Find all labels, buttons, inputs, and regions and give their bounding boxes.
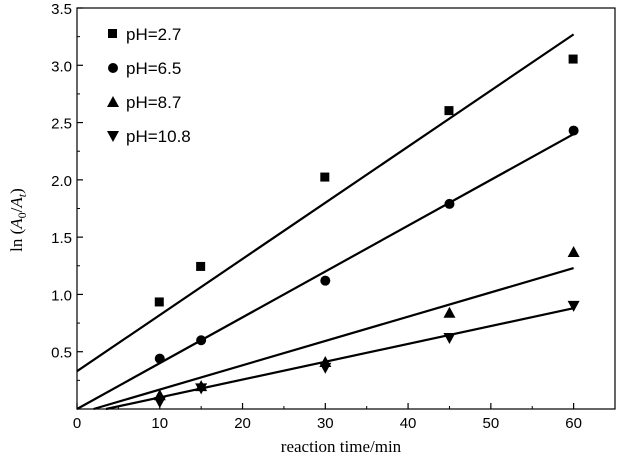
y-tick-label: 1.5 bbox=[51, 230, 72, 247]
y-tick-label: 0.5 bbox=[51, 345, 72, 362]
x-tick-label: 20 bbox=[234, 415, 251, 432]
data-point bbox=[319, 362, 332, 374]
data-point bbox=[568, 54, 578, 64]
data-point bbox=[568, 125, 579, 136]
data-point bbox=[320, 275, 331, 286]
data-point bbox=[154, 353, 165, 364]
fit-line bbox=[76, 33, 575, 373]
fit-lines bbox=[76, 33, 575, 411]
y-axis-title-suffix: ) bbox=[7, 188, 26, 194]
y-axis-title-slash: / bbox=[7, 207, 26, 212]
legend-marker bbox=[107, 131, 119, 142]
y-tick-label: 3.0 bbox=[51, 58, 72, 75]
fit-line bbox=[105, 307, 574, 411]
legend-marker bbox=[108, 63, 118, 73]
axis-ticks: 0 10 20 30 40 50 60 0.5 1.0 1.5 2.0 2.5 3.0 3.5 bbox=[51, 1, 616, 432]
x-tick-label: 30 bbox=[317, 415, 334, 432]
legend-marker bbox=[107, 96, 119, 107]
y-axis-title-a0: A bbox=[7, 218, 26, 230]
x-axis-title: reaction time/min bbox=[281, 437, 402, 456]
x-tick-label: 40 bbox=[400, 415, 417, 432]
y-axis-title-subt: t bbox=[15, 193, 29, 197]
legend-label: pH=10.8 bbox=[126, 127, 191, 146]
x-tick-label: 50 bbox=[483, 415, 500, 432]
x-tick-label: 10 bbox=[151, 415, 168, 432]
data-point bbox=[196, 335, 207, 346]
data-point bbox=[320, 172, 330, 182]
y-axis-title-at: A bbox=[7, 197, 26, 209]
y-tick-label: 2.5 bbox=[51, 116, 72, 133]
y-axis-title-prefix: ln ( bbox=[7, 228, 26, 251]
y-axis-title-sub0: 0 bbox=[15, 212, 29, 218]
data-point bbox=[444, 198, 455, 209]
legend-label: pH=6.5 bbox=[126, 59, 181, 78]
fit-line bbox=[93, 267, 574, 411]
data-point bbox=[154, 297, 164, 307]
data-point bbox=[443, 332, 456, 344]
legend-label: pH=2.7 bbox=[126, 25, 181, 44]
y-axis-title: ln (A0/At) bbox=[7, 188, 29, 252]
data-point bbox=[444, 106, 454, 116]
data-markers bbox=[153, 54, 580, 409]
data-point bbox=[153, 397, 166, 409]
y-tick-label: 3.5 bbox=[51, 1, 72, 18]
data-point bbox=[195, 383, 208, 395]
x-tick-label: 0 bbox=[73, 415, 81, 432]
data-point bbox=[567, 300, 580, 312]
data-point bbox=[196, 261, 206, 271]
data-point bbox=[443, 306, 456, 318]
legend: pH=2.7 pH=6.5 pH=8.7 pH=10.8 bbox=[107, 25, 191, 146]
y-tick-label: 1.0 bbox=[51, 287, 72, 304]
x-tick-label: 60 bbox=[565, 415, 582, 432]
legend-marker bbox=[108, 29, 117, 38]
y-tick-label: 2.0 bbox=[51, 173, 72, 190]
data-point bbox=[567, 246, 580, 258]
legend-label: pH=8.7 bbox=[126, 93, 181, 112]
